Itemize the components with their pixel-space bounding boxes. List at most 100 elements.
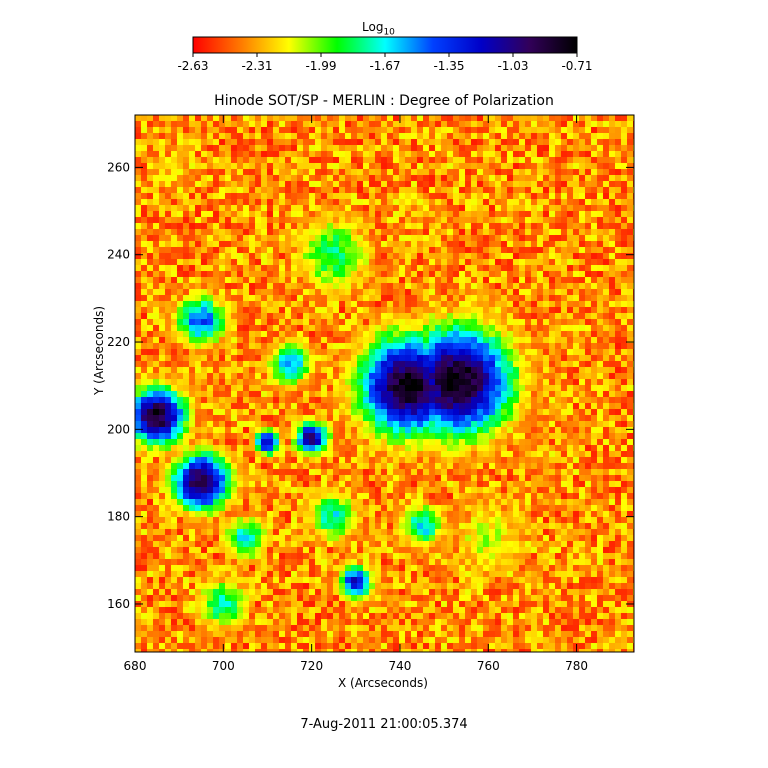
heatmap-cell	[603, 421, 609, 427]
heatmap-cell	[483, 421, 489, 427]
heatmap-cell	[447, 361, 453, 367]
heatmap-cell	[375, 169, 381, 175]
heatmap-cell	[249, 283, 255, 289]
heatmap-cell	[261, 151, 267, 157]
heatmap-cell	[333, 265, 339, 271]
heatmap-cell	[339, 235, 345, 241]
heatmap-cell	[351, 151, 357, 157]
heatmap-cell	[237, 115, 243, 121]
heatmap-cell	[507, 211, 513, 217]
heatmap-cell	[447, 343, 453, 349]
heatmap-cell	[201, 463, 207, 469]
heatmap-cell	[357, 325, 363, 331]
heatmap-cell	[183, 385, 189, 391]
heatmap-cell	[423, 313, 429, 319]
heatmap-cell	[555, 283, 561, 289]
heatmap-cell	[243, 415, 249, 421]
heatmap-cell	[153, 337, 159, 343]
heatmap-cell	[159, 355, 165, 361]
heatmap-cell	[171, 391, 177, 397]
heatmap-cell	[375, 319, 381, 325]
heatmap-cell	[615, 355, 621, 361]
heatmap-cell	[375, 223, 381, 229]
heatmap-cell	[489, 241, 495, 247]
heatmap-cell	[303, 133, 309, 139]
heatmap-cell	[447, 241, 453, 247]
heatmap-cell	[573, 229, 579, 235]
heatmap-cell	[369, 325, 375, 331]
heatmap-cell	[339, 229, 345, 235]
heatmap-cell	[549, 163, 555, 169]
heatmap-cell	[627, 217, 633, 223]
heatmap-cell	[153, 373, 159, 379]
heatmap-cell	[465, 451, 471, 457]
heatmap-cell	[531, 169, 537, 175]
heatmap-cell	[507, 313, 513, 319]
heatmap-cell	[531, 295, 537, 301]
heatmap-cell	[531, 319, 537, 325]
heatmap-cell	[615, 451, 621, 457]
heatmap-cell	[537, 157, 543, 163]
heatmap-cell	[261, 277, 267, 283]
heatmap-cell	[207, 253, 213, 259]
heatmap-cell	[549, 385, 555, 391]
heatmap-cell	[225, 163, 231, 169]
heatmap-cell	[261, 313, 267, 319]
heatmap-cell	[333, 361, 339, 367]
heatmap-cell	[351, 343, 357, 349]
heatmap-cell	[231, 445, 237, 451]
heatmap-cell	[171, 337, 177, 343]
heatmap-cell	[471, 253, 477, 259]
heatmap-cell	[531, 337, 537, 343]
heatmap-cell	[411, 367, 417, 373]
heatmap-cell	[381, 343, 387, 349]
heatmap-cell	[339, 277, 345, 283]
heatmap-cell	[333, 439, 339, 445]
heatmap-cell	[177, 337, 183, 343]
heatmap-cell	[261, 427, 267, 433]
heatmap-cell	[213, 199, 219, 205]
heatmap-cell	[531, 253, 537, 259]
heatmap-cell	[381, 211, 387, 217]
heatmap-cell	[429, 271, 435, 277]
heatmap-cell	[387, 421, 393, 427]
heatmap-cell	[369, 355, 375, 361]
heatmap-cell	[135, 151, 141, 157]
heatmap-cell	[369, 211, 375, 217]
heatmap-cell	[297, 337, 303, 343]
heatmap-cell	[567, 277, 573, 283]
colorbar-title: Log10	[362, 20, 395, 38]
heatmap-cell	[375, 289, 381, 295]
heatmap-cell	[273, 163, 279, 169]
heatmap-cell	[531, 463, 537, 469]
heatmap-cell	[429, 457, 435, 463]
heatmap-cell	[195, 139, 201, 145]
heatmap-cell	[141, 415, 147, 421]
heatmap-cell	[543, 343, 549, 349]
heatmap-cell	[303, 193, 309, 199]
heatmap-cell	[249, 289, 255, 295]
heatmap-cell	[369, 307, 375, 313]
heatmap-cell	[471, 319, 477, 325]
heatmap-cell	[159, 121, 165, 127]
heatmap-cell	[375, 259, 381, 265]
heatmap-cell	[207, 127, 213, 133]
heatmap-cell	[387, 133, 393, 139]
heatmap-cell	[141, 355, 147, 361]
heatmap-cell	[423, 409, 429, 415]
heatmap-cell	[153, 187, 159, 193]
heatmap-cell	[471, 337, 477, 343]
heatmap-cell	[255, 193, 261, 199]
heatmap-cell	[423, 439, 429, 445]
heatmap-cell	[471, 355, 477, 361]
heatmap-cell	[153, 205, 159, 211]
heatmap-cell	[543, 277, 549, 283]
heatmap-cell	[555, 391, 561, 397]
heatmap-cell	[171, 151, 177, 157]
heatmap-cell	[465, 295, 471, 301]
heatmap-cell	[525, 253, 531, 259]
heatmap-cell	[573, 157, 579, 163]
heatmap-cell	[501, 121, 507, 127]
heatmap-cell	[195, 301, 201, 307]
heatmap-cell	[297, 127, 303, 133]
